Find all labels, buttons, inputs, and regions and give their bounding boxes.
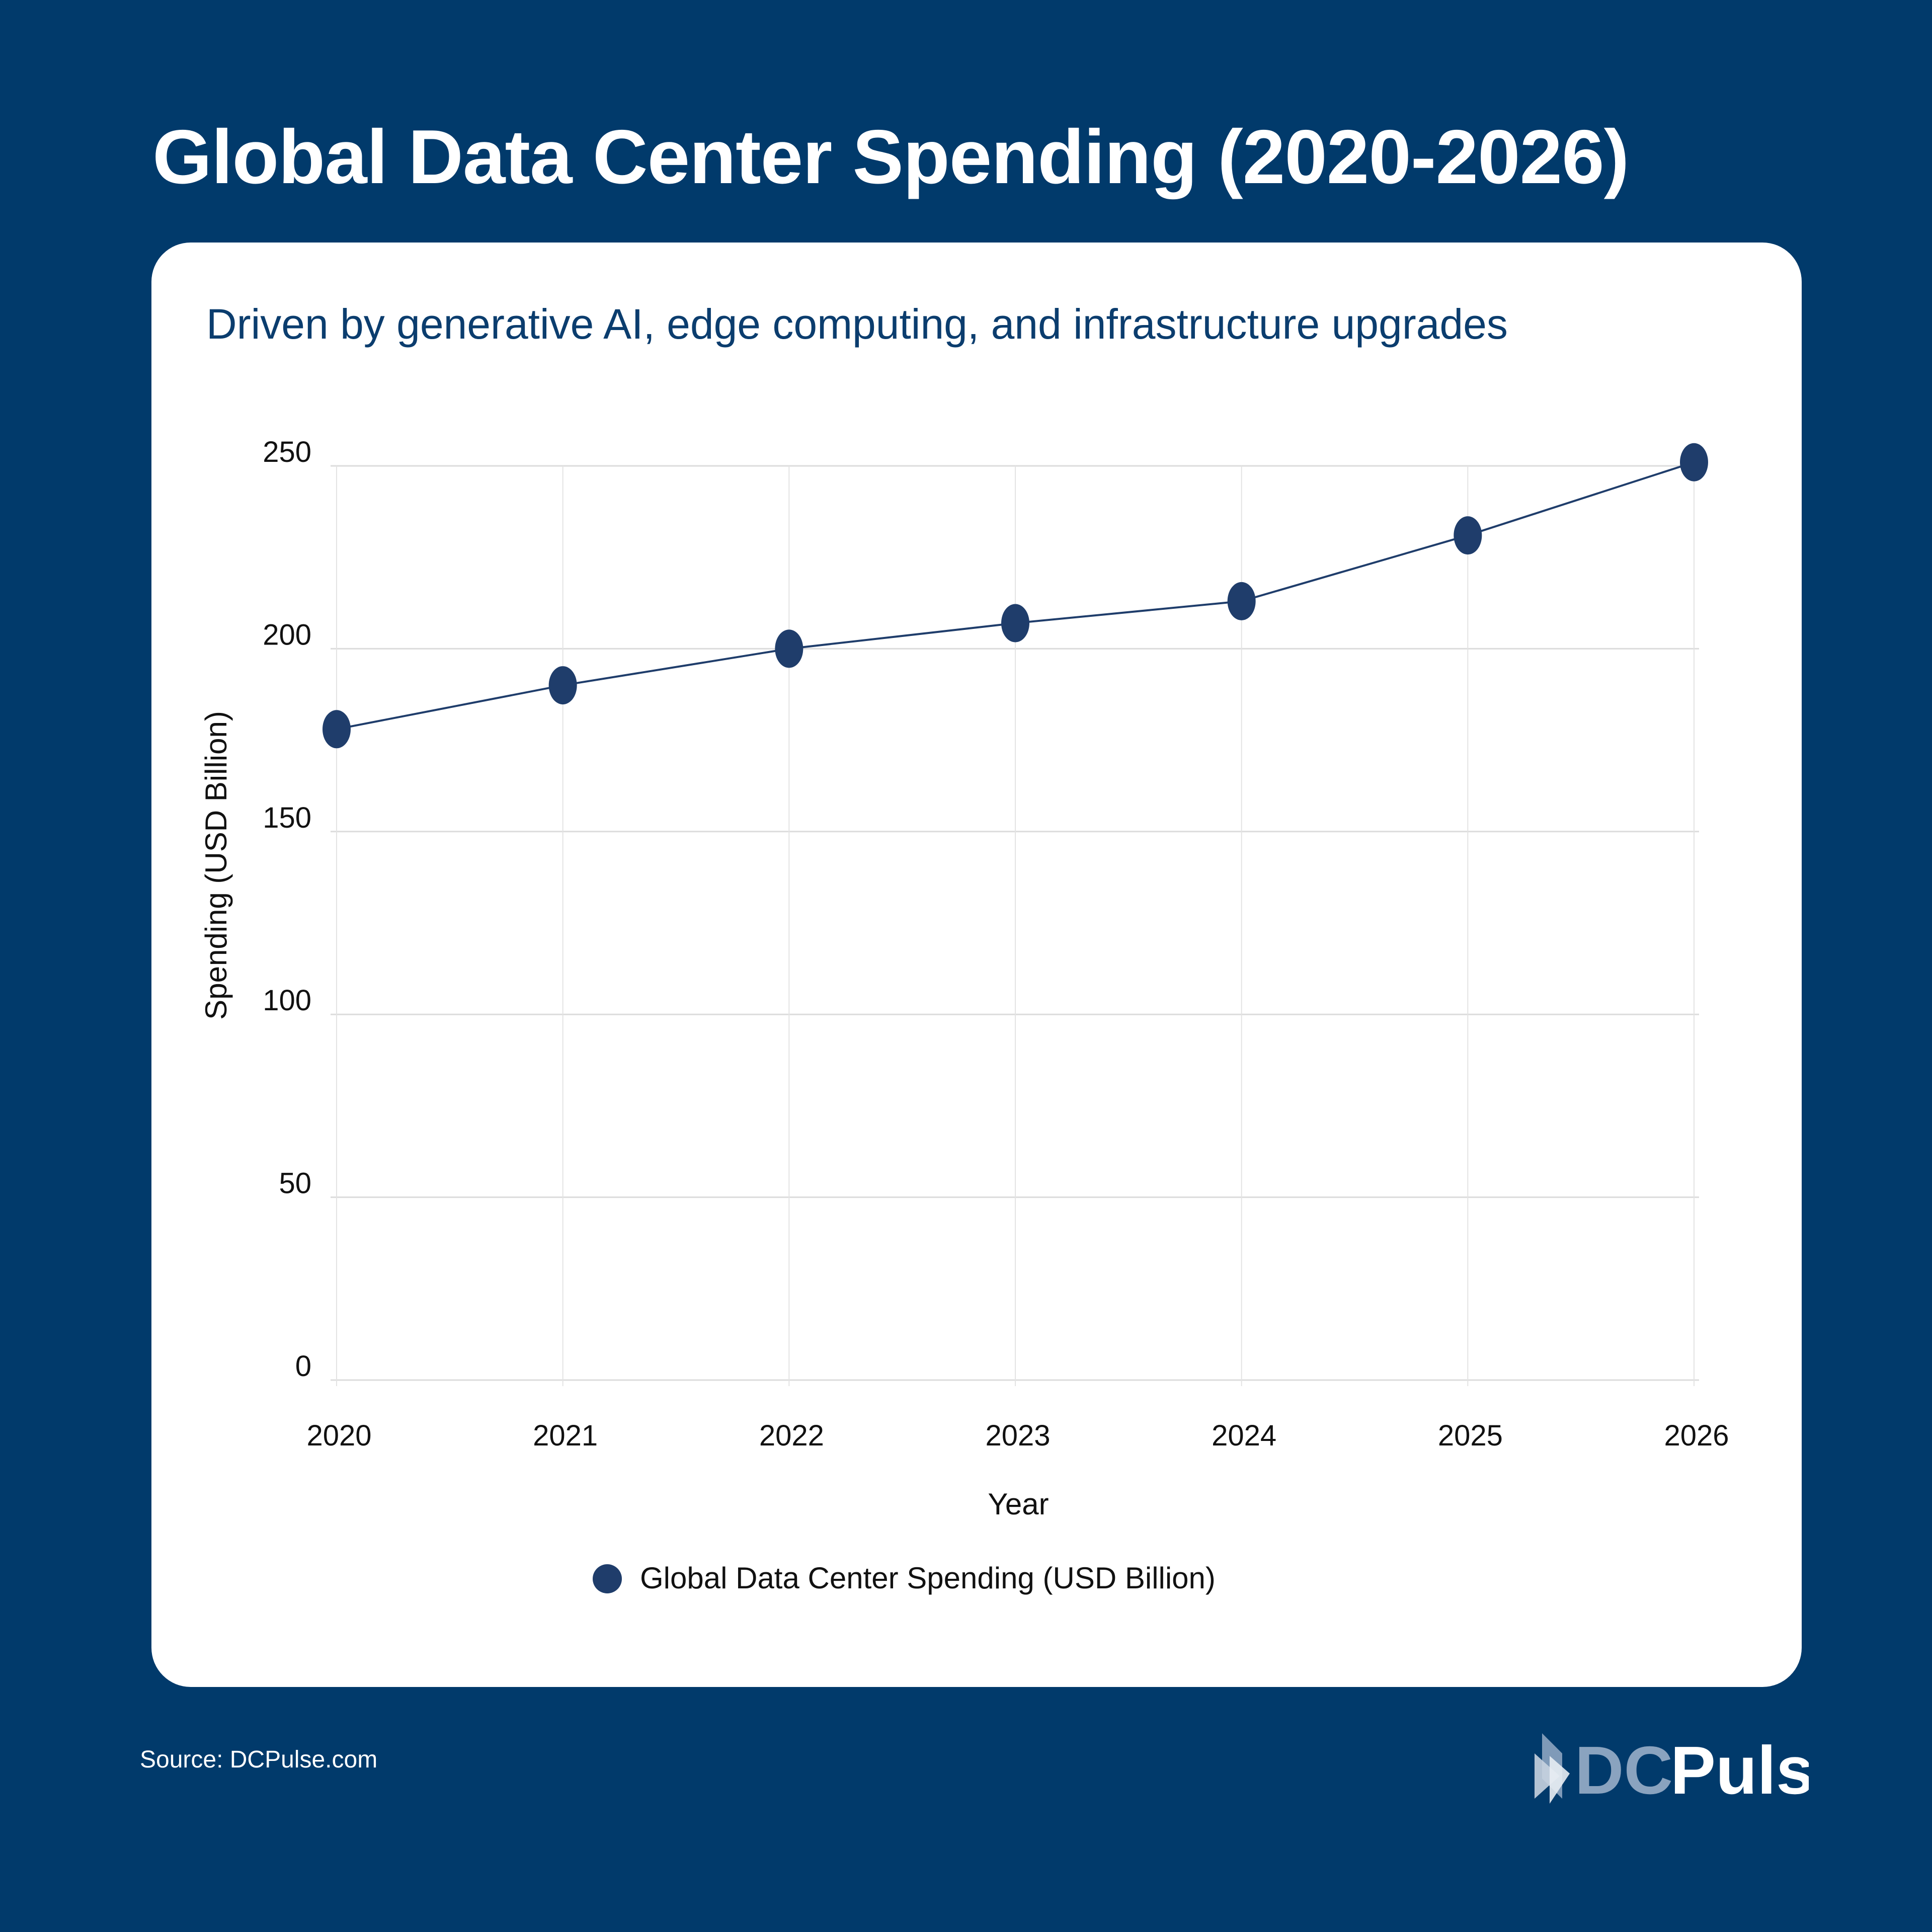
x-tick-labels: 2020 2021 2022 2023 2024 2025 2026 (306, 1419, 1729, 1452)
y-tick-label: 100 (263, 984, 311, 1017)
data-point-2020 (323, 710, 351, 749)
legend-marker (593, 1564, 622, 1593)
x-tick-label: 2026 (1664, 1419, 1729, 1452)
x-tick-label: 2025 (1438, 1419, 1503, 1452)
x-tick-label: 2021 (533, 1419, 598, 1452)
x-tick-label: 2020 (306, 1419, 371, 1452)
data-point-2025 (1454, 516, 1482, 555)
data-point-2022 (775, 629, 803, 668)
logo-pulse: Pulse (1670, 1732, 1809, 1808)
source-text: Source: DCPulse.com (140, 1746, 378, 1773)
grid (331, 465, 1699, 1386)
dcpulse-logo: DC Pulse (1535, 1732, 1809, 1808)
data-point-2024 (1227, 582, 1256, 620)
series-line (323, 443, 1708, 749)
page-title: Global Data Center Spending (2020-2026) (152, 114, 1629, 200)
legend: Global Data Center Spending (USD Billion… (593, 1561, 1216, 1595)
y-tick-labels: 0 50 100 150 200 250 (263, 436, 311, 1383)
y-tick-label: 250 (263, 436, 311, 468)
y-tick-label: 0 (295, 1350, 311, 1383)
x-axis-label: Year (988, 1487, 1049, 1521)
data-point-2023 (1001, 604, 1029, 642)
logo-dc: DC (1575, 1732, 1673, 1808)
data-point-2026 (1680, 443, 1708, 481)
chart-subtitle: Driven by generative AI, edge computing,… (206, 300, 1508, 348)
data-point-2021 (548, 666, 577, 705)
y-tick-label: 150 (263, 801, 311, 834)
x-tick-label: 2023 (985, 1419, 1050, 1452)
y-axis-label: Spending (USD Billion) (199, 711, 233, 1020)
legend-label: Global Data Center Spending (USD Billion… (640, 1561, 1216, 1595)
x-tick-label: 2022 (759, 1419, 824, 1452)
x-tick-label: 2024 (1212, 1419, 1276, 1452)
y-tick-label: 200 (263, 618, 311, 651)
chart-card (151, 243, 1802, 1687)
y-tick-label: 50 (279, 1167, 311, 1200)
